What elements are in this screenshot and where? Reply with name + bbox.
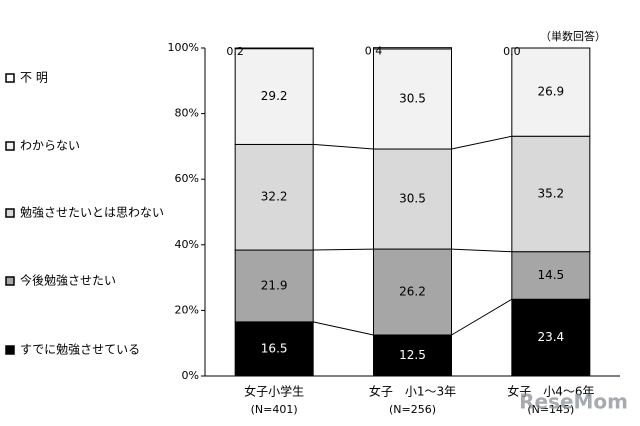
bar-segment (234, 321, 314, 377)
legend-label: すでに勉強させている (20, 343, 140, 357)
y-tick-label: 60% (175, 172, 199, 185)
x-tick-label: 女子 小1～3年 (369, 384, 456, 399)
data-label: 30.5 (399, 92, 426, 106)
legend-swatch (5, 73, 15, 83)
data-label: 23.4 (537, 330, 564, 344)
data-label: 32.2 (261, 190, 288, 204)
x-tick-label: 女子 小4～6年 (507, 384, 594, 399)
bar-segment (373, 334, 452, 377)
data-label: 0.4 (365, 45, 383, 58)
bar-segment (234, 143, 314, 251)
connector (313, 321, 374, 336)
y-tick-label: 20% (175, 303, 199, 316)
bar-segment (511, 47, 591, 137)
legend-label: わからない (20, 139, 80, 153)
legend-label: 勉強させたいとは思わない (20, 206, 164, 220)
data-label: 30.5 (399, 192, 426, 206)
annotation: （単数回答） (540, 29, 606, 43)
legend-swatch (5, 345, 15, 355)
data-label: 0.0 (503, 45, 521, 58)
y-tick-label: 80% (175, 107, 199, 120)
bar-segment (511, 298, 591, 377)
data-label: 29.2 (261, 89, 288, 103)
category-note: (N=145) (527, 403, 574, 416)
bar-segment (234, 249, 314, 323)
data-label: 35.2 (537, 186, 564, 200)
watermark: ReseMom (519, 390, 628, 414)
bar-segment (511, 135, 591, 253)
connector (451, 248, 512, 253)
legend-label: 不 明 (20, 71, 48, 85)
data-label: 0.2 (226, 45, 244, 58)
bar-segment (373, 47, 452, 50)
legend-swatch (5, 276, 15, 286)
category-note: (N=401) (251, 403, 298, 416)
category-note: (N=256) (389, 403, 436, 416)
data-label: 12.5 (399, 348, 426, 362)
bar-segment (234, 47, 314, 50)
legend-swatch (5, 141, 15, 151)
connector (313, 143, 374, 150)
connector (451, 298, 513, 336)
data-label: 26.2 (399, 285, 426, 299)
data-label: 26.9 (537, 85, 564, 99)
legend-label: 今後勉強させたい (20, 273, 116, 288)
data-label: 14.5 (537, 268, 564, 282)
connector (313, 248, 374, 251)
y-tick-label: 100% (168, 41, 199, 54)
x-tick-label: 女子小学生 (244, 384, 304, 399)
data-label: 16.5 (261, 341, 288, 355)
bar-segment (234, 48, 314, 145)
data-label: 21.9 (261, 278, 288, 292)
bar-segment (373, 48, 452, 150)
y-tick-label: 40% (175, 238, 199, 251)
connector (451, 135, 512, 150)
legend-swatch (5, 208, 15, 218)
bar-segment (511, 251, 591, 300)
y-tick-label: 0% (182, 369, 199, 382)
